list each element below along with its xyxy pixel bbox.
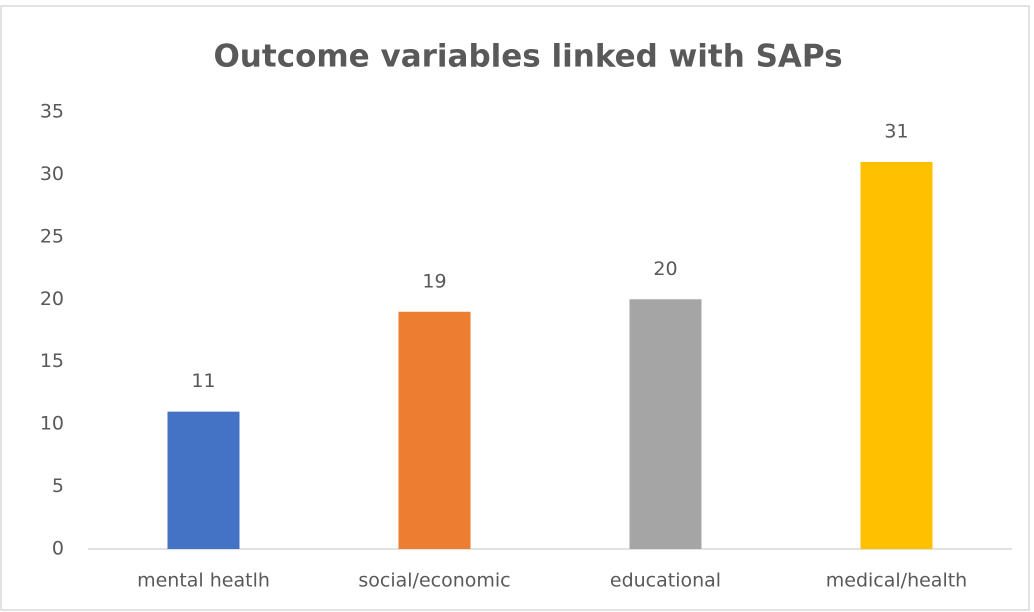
y-tick-label: 20 <box>40 288 64 310</box>
bar <box>629 299 702 549</box>
y-tick-label: 5 <box>52 475 64 497</box>
data-label: 11 <box>191 370 215 392</box>
x-tick-label: mental heatlh <box>137 570 270 592</box>
x-tick-label: educational <box>610 570 721 592</box>
y-tick-label: 0 <box>52 538 64 560</box>
data-label: 19 <box>422 270 446 292</box>
data-label: 20 <box>653 258 677 280</box>
chart-title: Outcome variables linked with SAPs <box>213 39 842 75</box>
y-tick-label: 10 <box>40 413 64 435</box>
y-tick-label: 30 <box>40 163 64 185</box>
data-label: 31 <box>884 120 908 142</box>
y-tick-label: 25 <box>40 225 64 247</box>
x-tick-label: medical/health <box>826 570 967 592</box>
bar <box>398 311 471 549</box>
y-tick-label: 35 <box>40 101 64 123</box>
y-tick-label: 15 <box>40 350 64 372</box>
x-tick-label: social/economic <box>358 570 510 592</box>
bar <box>860 161 933 549</box>
bar <box>167 411 240 549</box>
